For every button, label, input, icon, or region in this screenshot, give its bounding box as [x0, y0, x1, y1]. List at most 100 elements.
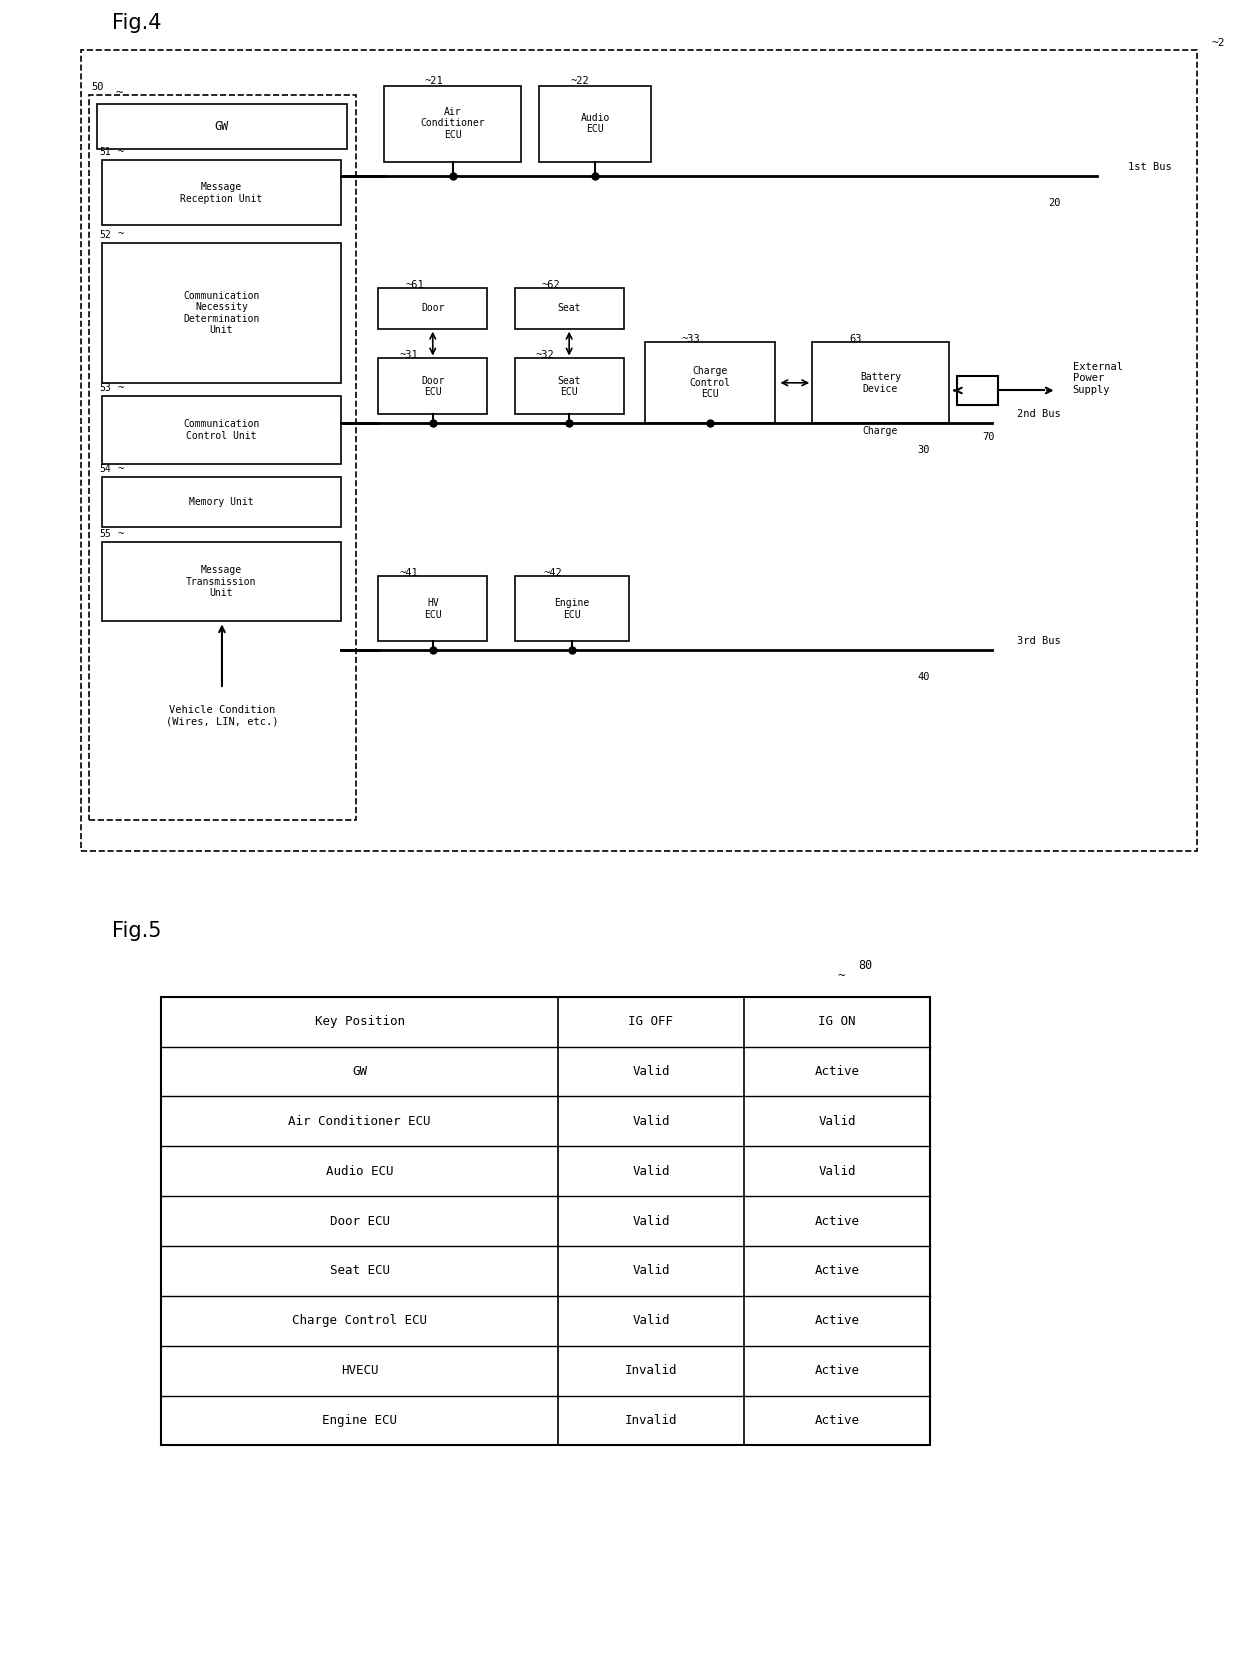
Text: Message
Reception Unit: Message Reception Unit [180, 182, 263, 203]
Text: ~33: ~33 [682, 334, 701, 344]
Text: 40: 40 [918, 672, 930, 682]
Text: 53: 53 [99, 382, 110, 392]
Text: Charge: Charge [863, 425, 898, 435]
Bar [515, 577, 629, 641]
Text: ~: ~ [118, 147, 124, 157]
Text: ~31: ~31 [399, 350, 418, 360]
Text: ~61: ~61 [405, 280, 424, 290]
Bar [102, 244, 341, 384]
Text: Invalid: Invalid [625, 1414, 677, 1428]
Bar [102, 160, 341, 225]
Text: ~42: ~42 [543, 567, 562, 577]
Text: Active: Active [815, 1214, 859, 1228]
Text: 70: 70 [982, 432, 994, 442]
Text: Key Position: Key Position [315, 1016, 404, 1027]
Text: ~21: ~21 [424, 77, 443, 87]
Text: Seat ECU: Seat ECU [330, 1264, 389, 1278]
Text: Valid: Valid [632, 1264, 670, 1278]
Bar [515, 359, 624, 414]
Text: Valid: Valid [632, 1164, 670, 1178]
Text: Charge Control ECU: Charge Control ECU [293, 1314, 427, 1328]
Text: Memory Unit: Memory Unit [188, 497, 254, 507]
Text: 50: 50 [92, 82, 104, 92]
Bar [957, 375, 998, 405]
Bar [89, 95, 356, 819]
Bar [81, 50, 1197, 851]
Bar [378, 359, 487, 414]
Text: 30: 30 [918, 445, 930, 455]
Text: Seat: Seat [558, 304, 580, 314]
Text: Valid: Valid [818, 1114, 856, 1128]
Bar [384, 85, 521, 162]
Text: 1st Bus: 1st Bus [1128, 162, 1172, 172]
Text: 2nd Bus: 2nd Bus [1017, 409, 1060, 419]
Text: Active: Active [815, 1314, 859, 1328]
Text: IG OFF: IG OFF [629, 1016, 673, 1027]
Text: 20: 20 [1048, 198, 1060, 207]
Text: Active: Active [815, 1364, 859, 1378]
Text: Engine
ECU: Engine ECU [554, 599, 589, 620]
Text: Valid: Valid [632, 1064, 670, 1078]
Text: 52: 52 [99, 230, 110, 240]
Text: Communication
Necessity
Determination
Unit: Communication Necessity Determination Un… [184, 290, 259, 335]
Text: Door: Door [422, 304, 444, 314]
Text: GW: GW [352, 1064, 367, 1078]
Text: Communication
Control Unit: Communication Control Unit [184, 419, 259, 440]
Text: 63: 63 [849, 334, 862, 344]
Bar [102, 397, 341, 464]
Text: ~: ~ [115, 87, 123, 98]
Bar [645, 342, 775, 424]
Text: 55: 55 [99, 529, 110, 539]
Bar [378, 577, 487, 641]
Bar [102, 542, 341, 622]
Text: HVECU: HVECU [341, 1364, 378, 1378]
Text: Air
Conditioner
ECU: Air Conditioner ECU [420, 107, 485, 140]
Text: Battery
Device: Battery Device [859, 372, 901, 394]
Text: IG ON: IG ON [818, 1016, 856, 1027]
Text: Vehicle Condition
(Wires, LIN, etc.): Vehicle Condition (Wires, LIN, etc.) [166, 706, 278, 727]
Text: GW: GW [215, 120, 229, 132]
Text: ~: ~ [118, 464, 124, 474]
Text: ~: ~ [118, 230, 124, 240]
Text: Valid: Valid [632, 1114, 670, 1128]
Text: Door ECU: Door ECU [330, 1214, 389, 1228]
Bar [539, 85, 651, 162]
Text: Fig.4: Fig.4 [112, 13, 161, 32]
Text: Seat
ECU: Seat ECU [558, 375, 580, 397]
Text: Engine ECU: Engine ECU [322, 1414, 397, 1428]
Text: HV
ECU: HV ECU [424, 599, 441, 620]
Text: ~32: ~32 [536, 350, 554, 360]
Text: Invalid: Invalid [625, 1364, 677, 1378]
Text: Audio
ECU: Audio ECU [580, 113, 610, 133]
Text: ~: ~ [837, 969, 844, 982]
Text: ~2: ~2 [1211, 38, 1225, 48]
Bar [102, 477, 341, 527]
Text: Active: Active [815, 1264, 859, 1278]
Text: Valid: Valid [632, 1314, 670, 1328]
Text: ~62: ~62 [542, 280, 560, 290]
Text: ~: ~ [118, 529, 124, 539]
Bar [515, 289, 624, 329]
Text: Audio ECU: Audio ECU [326, 1164, 393, 1178]
Text: 3rd Bus: 3rd Bus [1017, 636, 1060, 646]
Text: 51: 51 [99, 147, 110, 157]
Text: ~22: ~22 [570, 77, 589, 87]
Text: Valid: Valid [632, 1214, 670, 1228]
Bar [161, 996, 930, 1446]
Text: 54: 54 [99, 464, 110, 474]
Bar [812, 342, 949, 424]
Text: Door
ECU: Door ECU [422, 375, 444, 397]
Text: Active: Active [815, 1414, 859, 1428]
Text: External
Power
Supply: External Power Supply [1073, 362, 1122, 395]
Text: Active: Active [815, 1064, 859, 1078]
Bar [97, 103, 347, 148]
Bar [378, 289, 487, 329]
Text: ~41: ~41 [399, 567, 418, 577]
Text: 80: 80 [858, 959, 872, 972]
Text: Charge
Control
ECU: Charge Control ECU [689, 367, 730, 399]
Text: Fig.5: Fig.5 [112, 921, 161, 941]
Text: Message
Transmission
Unit: Message Transmission Unit [186, 565, 257, 599]
Text: Air Conditioner ECU: Air Conditioner ECU [289, 1114, 430, 1128]
Text: ~: ~ [118, 382, 124, 392]
Text: Valid: Valid [818, 1164, 856, 1178]
